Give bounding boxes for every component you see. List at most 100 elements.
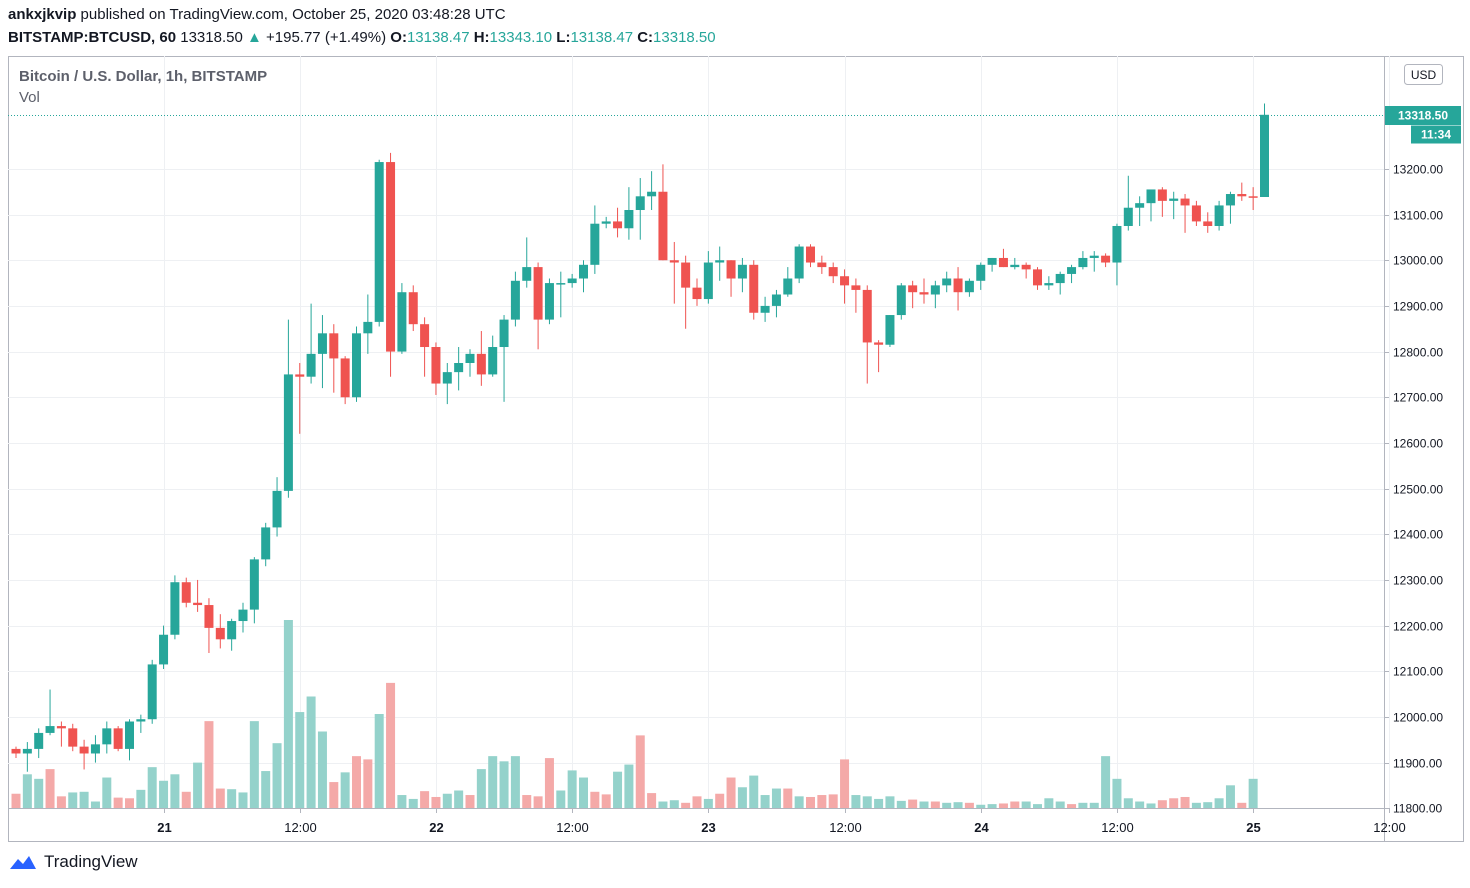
volume-bar <box>1248 778 1258 808</box>
candle-body <box>1101 255 1111 263</box>
candle <box>715 246 725 281</box>
candle <box>953 267 963 311</box>
brand-name: TradingView <box>44 852 138 871</box>
candle-body <box>204 605 214 628</box>
candle <box>806 244 815 268</box>
volume-bar <box>249 721 259 808</box>
candle-body <box>1123 207 1133 226</box>
volume-bar <box>283 620 293 808</box>
tradingview-logo[interactable]: TradingView <box>8 852 138 872</box>
volume-bar <box>261 771 271 808</box>
price-axis[interactable]: 11800.00 11900.00 12000.00 12100.00 12200.00… <box>1384 163 1443 816</box>
candle-body <box>930 285 940 295</box>
candle <box>874 340 884 373</box>
time-tick-label: 12:00 <box>1101 820 1134 835</box>
volume-bar <box>601 794 611 808</box>
ohlc-line: BITSTAMP:BTCUSD, 60 13318.50 ▲ +195.77 (… <box>8 29 716 46</box>
candle-body <box>567 278 577 284</box>
candle-body <box>874 342 884 345</box>
volume-bar <box>579 777 588 808</box>
volume-bar <box>1169 798 1179 808</box>
volume-bar <box>669 800 679 808</box>
volume-bar <box>1225 785 1235 808</box>
last-price-tag: 13318.50 <box>1385 106 1461 125</box>
volume-bar <box>488 756 498 808</box>
candle-body <box>828 267 838 277</box>
series-legend-title[interactable]: Bitcoin / U.S. Dollar, 1h, BITSTAMP <box>19 68 267 85</box>
volume-bar <box>215 788 225 808</box>
volume-bar <box>567 770 577 808</box>
candle-body <box>317 333 327 354</box>
candle <box>1101 253 1111 268</box>
volume-bar <box>976 804 986 808</box>
candle <box>1055 271 1065 295</box>
time-tick-label: 12:00 <box>829 820 862 835</box>
publisher-name[interactable]: ankxjkvip <box>8 6 77 23</box>
candle-body <box>1191 205 1201 222</box>
candle <box>1033 267 1042 290</box>
candle-body <box>34 732 44 749</box>
price-tick-label: 12200.00 <box>1393 620 1443 634</box>
candle-body <box>703 262 713 300</box>
volume-bar <box>227 789 237 808</box>
volume-bar <box>556 790 566 808</box>
candle <box>45 689 55 736</box>
volume-bar <box>862 796 872 808</box>
candles[interactable] <box>11 103 1270 772</box>
candle <box>1010 257 1020 270</box>
volume-legend[interactable]: Vol <box>19 89 40 106</box>
candle <box>113 726 123 752</box>
volume-bar <box>136 789 146 808</box>
candle-body <box>771 294 781 306</box>
candle-body <box>476 353 486 375</box>
volume-bar <box>295 712 305 808</box>
price-tick-label: 13000.00 <box>1393 254 1443 268</box>
volume-bar <box>476 769 486 808</box>
candle-body <box>147 664 157 720</box>
candle <box>590 205 600 274</box>
volume-bar <box>193 762 203 808</box>
candle-body <box>760 305 770 313</box>
candle <box>261 522 271 567</box>
candle <box>159 625 169 669</box>
volume-bar <box>613 771 623 808</box>
candle <box>147 659 157 724</box>
volume-bar <box>1180 796 1190 808</box>
volume-bar <box>1157 800 1167 808</box>
price-tick-label: 12500.00 <box>1393 483 1443 497</box>
candle-body <box>79 746 89 754</box>
volume-bar <box>737 787 747 808</box>
candle <box>79 739 89 770</box>
candle-body <box>374 162 384 322</box>
candle-body <box>1044 283 1054 286</box>
currency-button[interactable]: USD <box>1404 64 1443 85</box>
candle <box>681 255 691 329</box>
time-axis[interactable]: 21 12:00 22 12:00 23 12:00 24 12:00 25 12:00 <box>157 808 1406 835</box>
volume-bar <box>442 793 452 808</box>
candle <box>420 317 430 377</box>
volume-bar <box>431 796 441 808</box>
candle-body <box>1089 255 1099 258</box>
countdown-label: 11:34 <box>1421 128 1451 142</box>
candle-body <box>953 278 963 293</box>
volume-bar <box>749 775 759 808</box>
candle-body <box>862 289 872 343</box>
volume-bar <box>1044 798 1054 808</box>
volume-bar <box>953 802 963 808</box>
volume-bar <box>692 796 702 808</box>
volume-bar <box>79 791 89 808</box>
candle-body <box>454 363 464 373</box>
candle-body <box>227 621 237 640</box>
candle <box>1180 194 1190 233</box>
candle-body <box>1180 198 1190 206</box>
candle-body <box>56 726 66 729</box>
candle <box>283 319 293 498</box>
candle-body <box>658 191 668 261</box>
change-up-icon: ▲ <box>246 29 262 46</box>
candle-body <box>11 748 21 754</box>
volume-bar <box>930 801 940 808</box>
volume-bar <box>170 774 180 808</box>
volume-bar <box>56 796 66 808</box>
candle-body <box>249 559 259 610</box>
